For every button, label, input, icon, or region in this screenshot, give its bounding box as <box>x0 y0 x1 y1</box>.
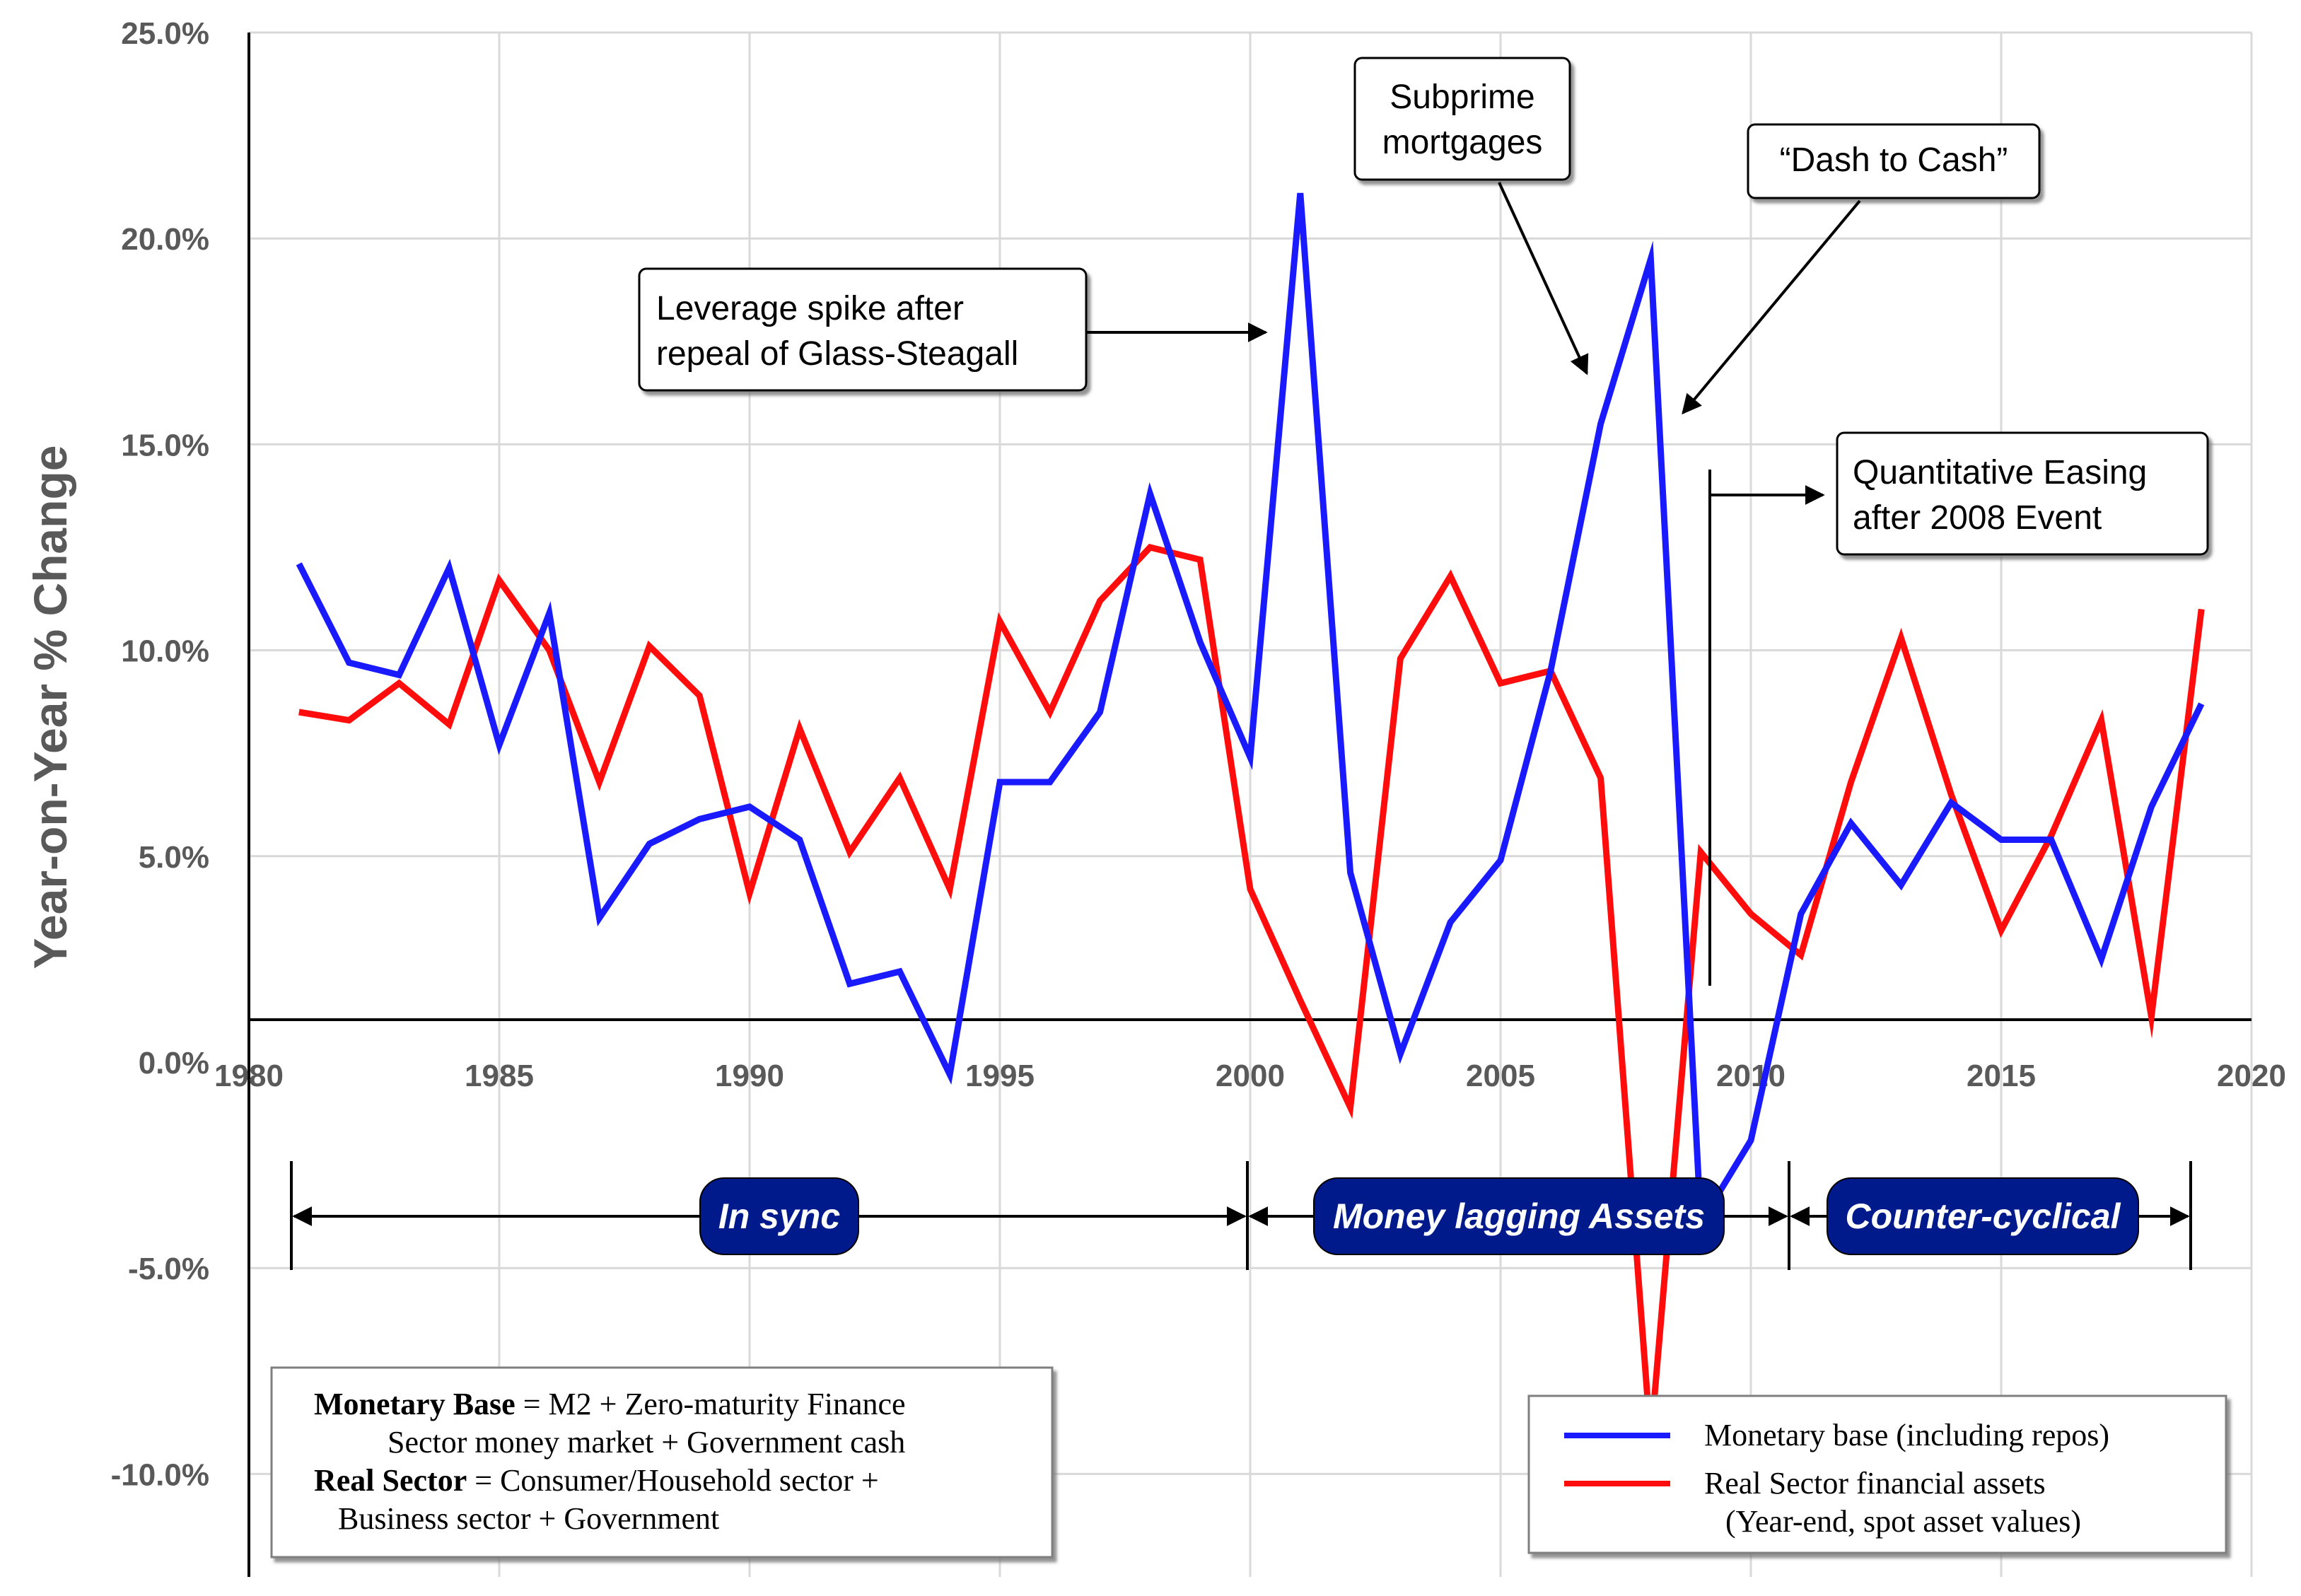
annotation-subprime-arrow <box>1498 182 1589 375</box>
x-tick-label: 2005 <box>1466 1059 1535 1093</box>
y-tick-label: 25.0% <box>121 16 209 51</box>
definition-term-real-sector: Real Sector <box>314 1463 467 1498</box>
y-axis-title: Year-on-Year % Change <box>24 445 76 969</box>
annotation-subprime-line1: Subprime <box>1390 78 1534 116</box>
x-tick-labels: 1980 1985 1990 1995 2000 2005 2010 2015 2020 <box>214 1059 2286 1093</box>
annotation-dash-to-cash-arrow <box>1682 199 1861 415</box>
definition-term-monetary-base: Monetary Base <box>314 1387 515 1421</box>
annotation-glass-steagall-line1: Leverage spike after <box>656 290 964 327</box>
y-tick-label: 20.0% <box>121 222 209 257</box>
series-line-real-sector <box>298 543 2205 1442</box>
x-tick-label: 2010 <box>1716 1059 1786 1093</box>
definition-real-sector-cont: Business sector + Government <box>338 1501 719 1536</box>
period-badge-money-lagging <box>1313 1177 1725 1255</box>
annotation-dash-to-cash-text: “Dash to Cash” <box>1780 141 2008 179</box>
annotation-qe: Quantitative Easing after 2008 Event <box>1708 431 2209 986</box>
annotation-subprime-line2: mortgages <box>1382 124 1543 161</box>
y-tick-label: 15.0% <box>121 428 209 462</box>
definition-monetary-base-cont: Sector money market + Government cash <box>388 1425 905 1460</box>
annotation-subprime: Subprime mortgages <box>1353 57 1589 375</box>
definition-real-sector: Real Sector = Consumer/Household sector … <box>314 1463 879 1498</box>
x-tick-label: 1980 <box>214 1059 284 1093</box>
legend-label-real-sector-line2: (Year-end, spot asset values) <box>1725 1504 2081 1539</box>
period-label-money-lagging: Money lagging Assets <box>1333 1196 1705 1236</box>
definition-text-monetary-base: = M2 + Zero-maturity Finance <box>515 1387 906 1421</box>
period-label-counter-cyclical: Counter-cyclical <box>1845 1196 2121 1236</box>
period-label-in-sync: In sync <box>718 1196 840 1236</box>
period-badge-counter-cyclical <box>1827 1177 2139 1255</box>
y-tick-label: 5.0% <box>139 840 209 875</box>
definition-text-real-sector: = Consumer/Household sector + <box>467 1463 878 1498</box>
y-tick-label: 0.0% <box>139 1046 209 1080</box>
x-tick-label: 1995 <box>965 1059 1035 1093</box>
definitions-box: Monetary Base = M2 + Zero-maturity Finan… <box>270 1366 1054 1559</box>
y-tick-label: -5.0% <box>128 1252 209 1286</box>
x-tick-label: 2020 <box>2217 1059 2286 1093</box>
annotation-glass-steagall-line2: repeal of Glass-Steagall <box>656 335 1018 373</box>
definition-monetary-base: Monetary Base = M2 + Zero-maturity Finan… <box>314 1387 906 1421</box>
axes <box>247 33 2252 1577</box>
y-tick-label: 10.0% <box>121 634 209 669</box>
series-lines <box>296 192 2205 1442</box>
y-tick-labels: 25.0% 20.0% 15.0% 10.0% 5.0% 0.0% -5.0% -10.0% <box>111 16 209 1492</box>
legend-label-monetary-base: Monetary base (including repos) <box>1704 1418 2109 1452</box>
annotation-qe-line2: after 2008 Event <box>1853 499 2102 537</box>
legend-label-real-sector: Real Sector financial assets <box>1704 1466 2046 1501</box>
period-badge-in-sync <box>699 1177 859 1255</box>
annotation-qe-line1: Quantitative Easing <box>1853 454 2147 491</box>
series-line-monetary-base <box>296 192 2205 1233</box>
x-tick-label: 1985 <box>465 1059 534 1093</box>
period-brackets: In sync Money lagging Assets Counter-cyc… <box>290 1161 2192 1270</box>
annotation-glass-steagall: Leverage spike after repeal of Glass-Ste… <box>638 267 1268 392</box>
x-tick-label: 2000 <box>1216 1059 1285 1093</box>
legend: Monetary base (including repos) Real Sec… <box>1527 1394 2227 1554</box>
x-tick-label: 1990 <box>715 1059 784 1093</box>
x-tick-label: 2015 <box>1967 1059 2036 1093</box>
y-tick-label: -10.0% <box>111 1457 209 1492</box>
annotation-dash-to-cash: “Dash to Cash” <box>1682 123 2041 415</box>
